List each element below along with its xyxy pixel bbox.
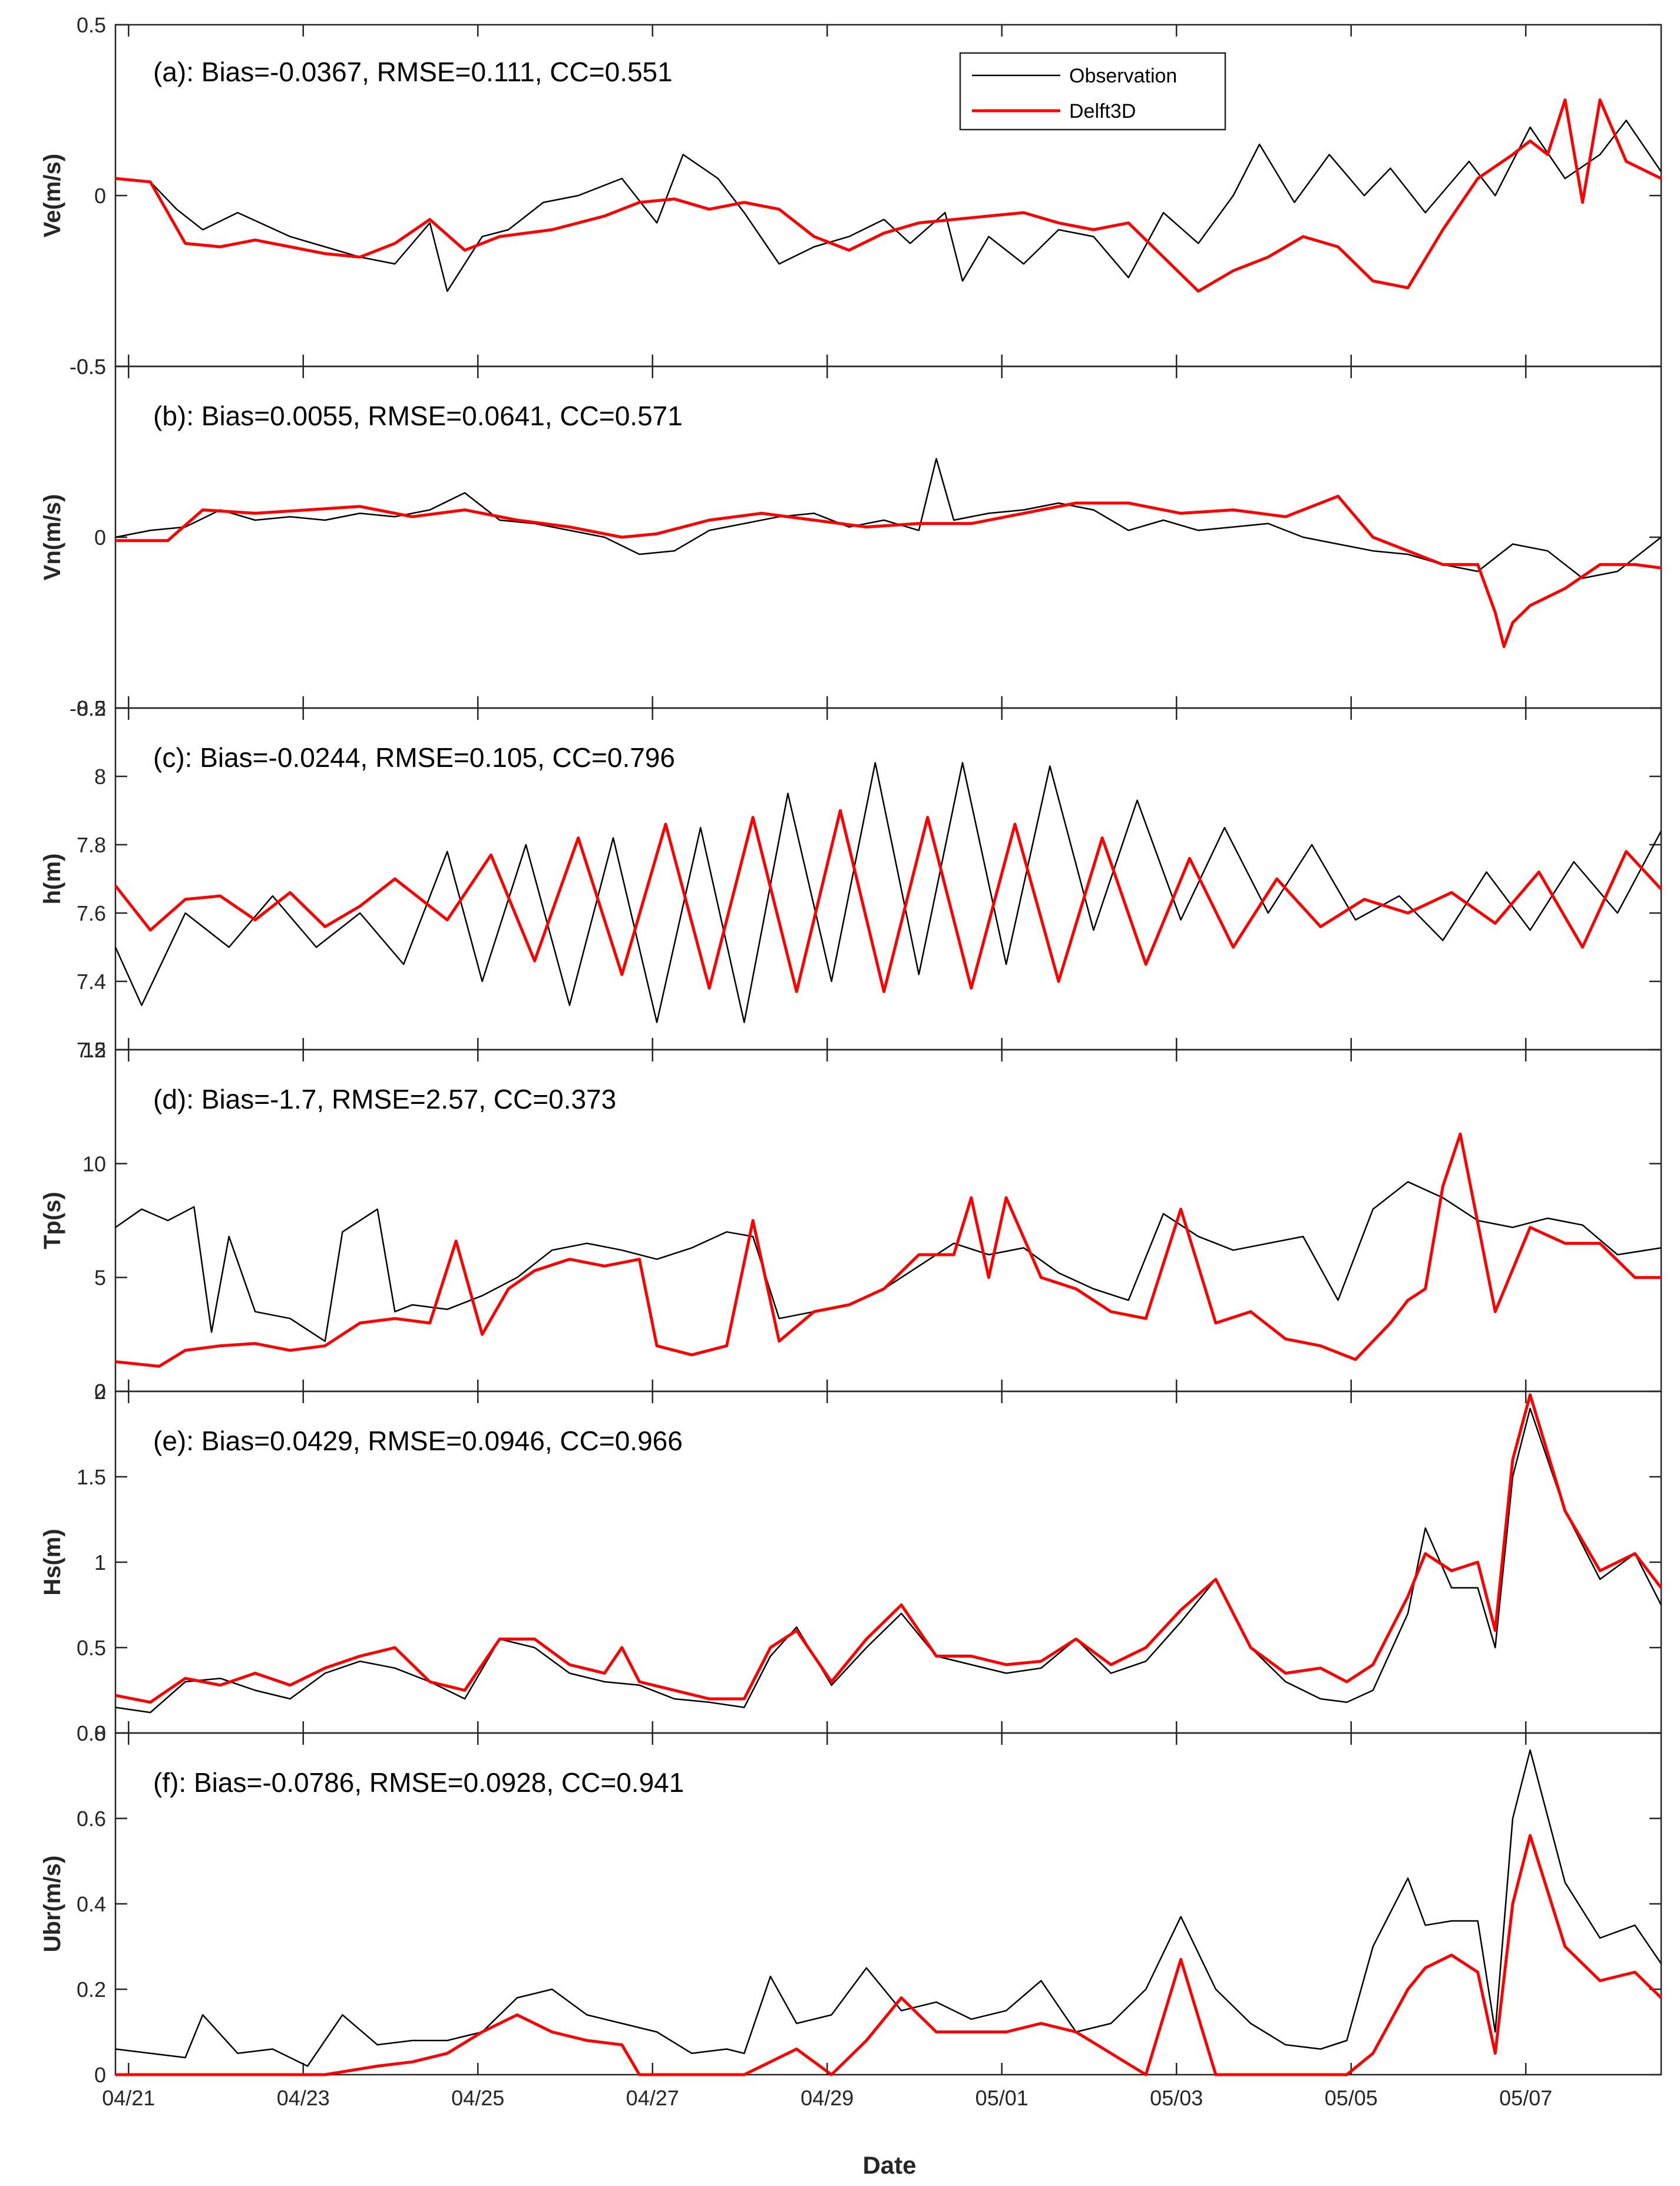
- panel-d: Tp(s) 0 5 10 15 (d): Bias=-1.7, RMSE=2.57, C…: [39, 1038, 1662, 1404]
- panel-c-stats: (c): Bias=-0.0244, RMSE=0.105, CC=0.796: [153, 742, 675, 773]
- panel-e-delft3d-line: [115, 1393, 1662, 1704]
- panel-e-stats: (e): Bias=0.0429, RMSE=0.0946, CC=0.966: [153, 1426, 683, 1456]
- panel-a-ylabel: Ve(m/s): [39, 154, 65, 237]
- panel-c-ylabel: h(m): [39, 854, 65, 905]
- y-tick-label: 0: [94, 184, 106, 208]
- y-tick-label: 8.2: [77, 696, 106, 720]
- y-tick-label: 0.5: [77, 13, 106, 37]
- x-tick-label: 05/01: [975, 2086, 1028, 2110]
- y-tick-label: 10: [82, 1152, 106, 1176]
- x-tick-label: 04/27: [626, 2086, 679, 2110]
- legend-delft3d-label: Delft3D: [1069, 100, 1136, 123]
- y-tick-label: 0.6: [77, 1807, 106, 1831]
- panel-c: h(m) 7.2 7.4 7.6 7.8 8 8.2 (c): Bias=-0.0244, …: [39, 696, 1662, 1062]
- x-tick-label: 04/21: [102, 2086, 155, 2110]
- y-tick-label: 0: [94, 525, 106, 550]
- y-tick-label: 5: [94, 1266, 106, 1290]
- y-tick-label: 0.5: [77, 1636, 106, 1660]
- y-tick-label: 7.4: [77, 970, 106, 994]
- y-tick-label: 0.5: [77, 355, 106, 379]
- legend: Observation Delft3D: [959, 52, 1226, 131]
- y-tick-label: 8: [94, 765, 106, 789]
- panel-f-observation-line: [115, 1749, 1662, 2067]
- panel-b: Vn(m/s) -0.5 0 0.5 (b): Bias=0.0055, RMSE=0…: [39, 355, 1662, 720]
- panel-a-observation-line: [115, 120, 1662, 292]
- y-tick-label: 7.8: [77, 833, 106, 857]
- x-tick-label: 05/07: [1499, 2086, 1552, 2110]
- panel-b-ylabel: Vn(m/s): [39, 494, 65, 581]
- panel-a-delft3d-line: [115, 98, 1662, 293]
- y-tick-label: -0.5: [70, 696, 106, 720]
- y-tick-label: 0: [94, 1380, 106, 1404]
- y-tick-label: 0.8: [77, 1721, 106, 1745]
- panel-f-stats: (f): Bias=-0.0786, RMSE=0.0928, CC=0.941: [153, 1767, 684, 1798]
- panel-b-delft3d-line: [115, 494, 1662, 649]
- x-axis-label: Date: [862, 2151, 916, 2179]
- panel-f: Ubr(m/s) 0 0.2 0.4 0.6 0.8 04/21 04/23 04/25 04/…: [39, 1721, 1662, 2110]
- x-tick-label: 04/25: [451, 2086, 504, 2110]
- y-tick-label: 1.5: [77, 1465, 106, 1489]
- panel-a: Ve(m/s) -0.5 0 0.5 (a): Bias=-0.0367, RMSE=…: [39, 13, 1662, 379]
- legend-box: [959, 52, 1226, 131]
- y-tick-label: 15: [82, 1038, 106, 1062]
- x-tick-label: 05/03: [1150, 2086, 1203, 2110]
- panel-d-ylabel: Tp(s): [39, 1192, 65, 1249]
- y-tick-label: 2: [94, 1380, 106, 1404]
- panel-f-delft3d-line: [115, 1834, 1662, 2076]
- panel-d-delft3d-line: [115, 1132, 1661, 1368]
- x-tick-label: 05/05: [1325, 2086, 1378, 2110]
- panel-b-stats: (b): Bias=0.0055, RMSE=0.0641, CC=0.571: [153, 401, 683, 431]
- y-tick-label: 7.6: [77, 901, 106, 925]
- y-tick-label: 0: [94, 1721, 106, 1745]
- y-tick-label: 0.2: [77, 1977, 106, 2002]
- x-tick-label: 04/23: [277, 2086, 330, 2110]
- y-tick-label: -0.5: [70, 355, 106, 379]
- x-tick-label: 04/29: [801, 2086, 854, 2110]
- y-tick-label: 0: [94, 2063, 106, 2087]
- panel-c-observation-line: [114, 762, 1662, 1023]
- y-tick-label: 7.2: [77, 1038, 106, 1062]
- panel-a-stats: (a): Bias=-0.0367, RMSE=0.111, CC=0.551: [153, 57, 673, 87]
- y-tick-label: 1: [94, 1550, 106, 1575]
- panel-c-delft3d-line: [114, 809, 1662, 993]
- panel-e-ylabel: Hs(m): [39, 1529, 65, 1595]
- y-tick-label: 0.4: [77, 1892, 106, 1916]
- legend-observation-label: Observation: [1069, 65, 1177, 87]
- panel-d-stats: (d): Bias=-1.7, RMSE=2.57, CC=0.373: [153, 1084, 616, 1115]
- panel-f-ylabel: Ubr(m/s): [39, 1856, 65, 1952]
